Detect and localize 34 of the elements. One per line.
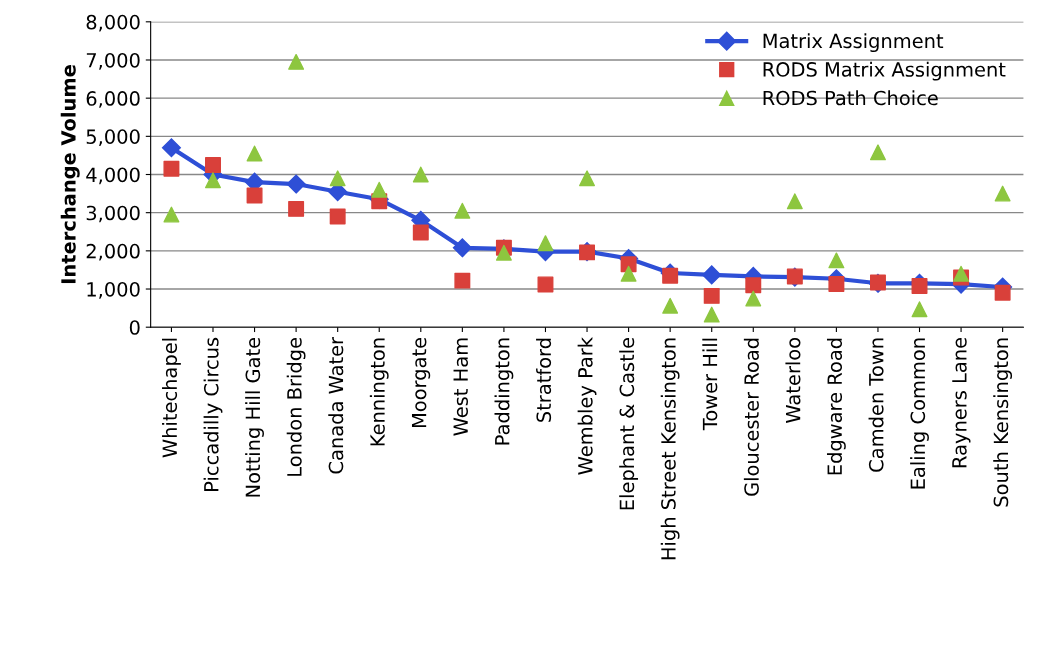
y-tick-label: 6,000 [86, 91, 140, 108]
x-tick-label: Wembley Park [577, 336, 597, 475]
y-tick-label: 4,000 [86, 167, 140, 185]
y-tick-label: 7,000 [86, 52, 140, 70]
legend-label: RODS Path Choice [763, 90, 938, 106]
x-tick-label: West Ham [453, 338, 468, 436]
x-tick-label: Edgware Road [826, 338, 846, 475]
x-tick-label: High Street Kensington [660, 338, 680, 560]
y-tick-label: 2,000 [86, 243, 140, 261]
x-tick-label: Gloucester Road [743, 338, 759, 496]
x-tick-label: Waterloo [785, 337, 801, 423]
x-tick-label: South Kensington [993, 338, 1013, 507]
x-tick-label: Piccadilly Circus [203, 337, 223, 491]
y-tick-label: 8,000 [86, 14, 140, 32]
x-tick-label: Tower Hill [702, 338, 718, 431]
y-tick-label: 3,000 [86, 205, 140, 223]
x-tick-label: Elephant & Castle [619, 337, 638, 510]
x-tick-label: Stratford [536, 338, 552, 422]
x-tick-label: Moorgate [411, 337, 431, 428]
x-tick-label: London Bridge [286, 337, 306, 476]
x-tick-label: Camden Town [868, 338, 884, 472]
x-tick-label: Kennington [369, 338, 389, 446]
x-tick-label: Paddington [494, 338, 514, 445]
y-tick-label: 1,000 [87, 281, 140, 299]
legend-label: Matrix Assignment [763, 33, 944, 53]
legend-label: RODS Matrix Assignment [763, 61, 1006, 81]
y-tick-label: 5,000 [86, 129, 140, 146]
x-tick-label: Rayners Lane [952, 337, 971, 468]
x-tick-label: Notting Hill Gate [245, 337, 264, 497]
x-tick-label: Canada Water [328, 336, 344, 474]
x-tick-label: Ealing Common [910, 338, 929, 489]
y-axis-title: Interchange Volume [60, 65, 80, 284]
x-tick-label: Whitechapel [162, 338, 181, 458]
y-tick-label: 0 [129, 320, 140, 335]
